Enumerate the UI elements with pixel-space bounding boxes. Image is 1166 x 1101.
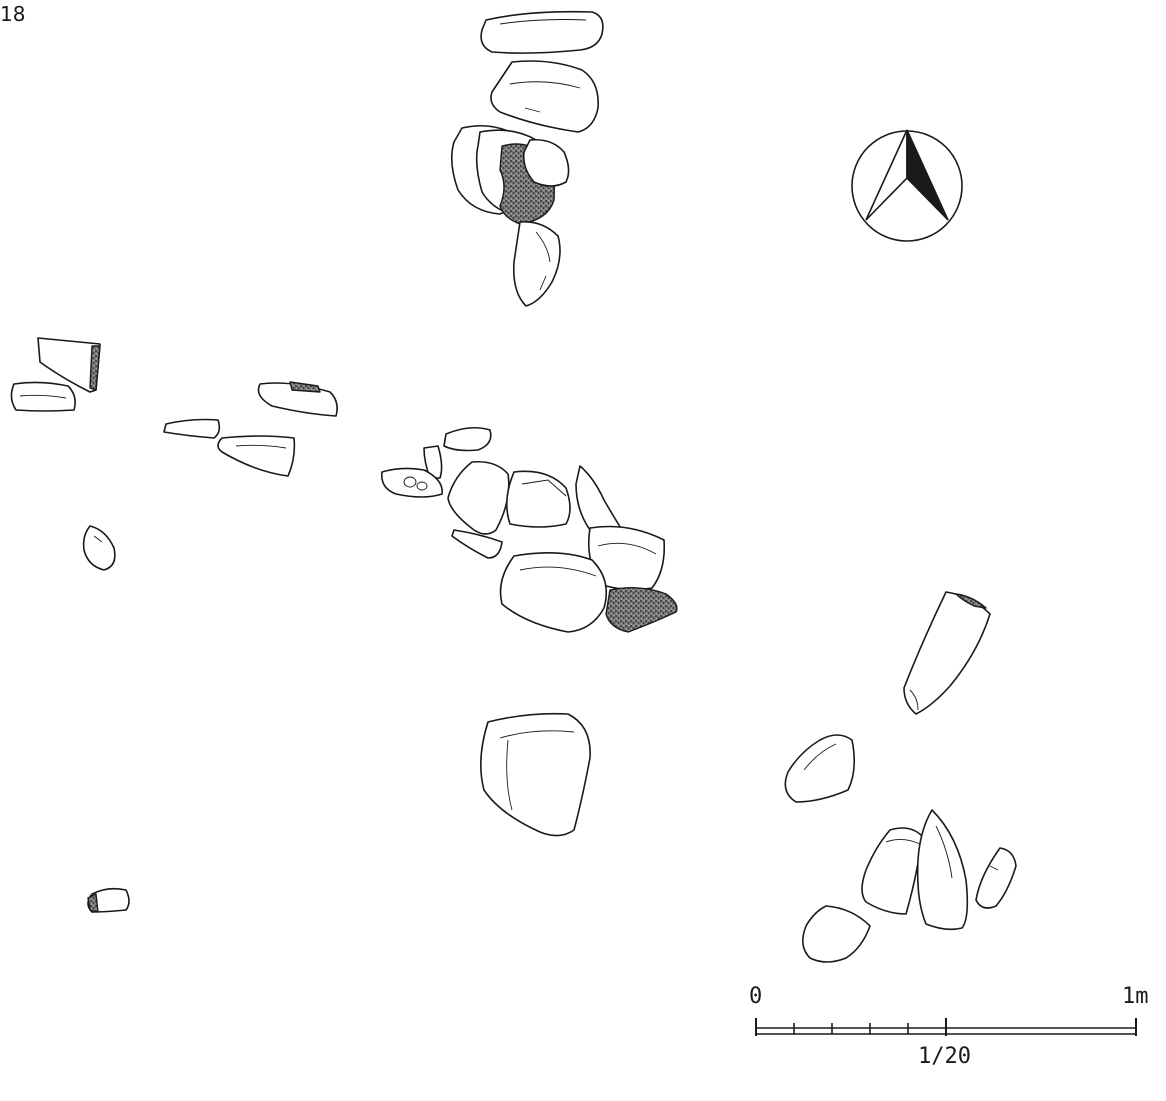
stone xyxy=(522,138,570,187)
stone-edge xyxy=(935,825,953,879)
stone xyxy=(82,525,116,571)
stone xyxy=(451,529,503,559)
burnt-stone xyxy=(955,593,987,609)
stone xyxy=(87,887,130,913)
stone-group-left xyxy=(10,337,338,913)
stone xyxy=(423,445,443,479)
stone-edge xyxy=(235,444,287,449)
stone-edge xyxy=(93,535,103,543)
stone-group-lower-center xyxy=(480,712,591,837)
stone xyxy=(217,435,296,477)
stone xyxy=(480,10,604,54)
stone-hollow xyxy=(416,481,428,491)
scale-ratio-label: 1/20 xyxy=(918,1044,971,1069)
stone xyxy=(499,552,608,633)
stone xyxy=(443,426,492,452)
stone-group-right xyxy=(784,591,1017,963)
burnt-stone xyxy=(89,345,101,391)
stone xyxy=(163,418,221,439)
stone-edge xyxy=(509,81,581,113)
burnt-stone xyxy=(87,893,99,913)
stone-edge xyxy=(597,542,657,555)
stone-hollow xyxy=(403,476,417,488)
stone xyxy=(975,847,1017,909)
stone-edge xyxy=(519,566,597,577)
scale-zero-label: 0 xyxy=(749,984,763,1009)
stone-edge xyxy=(909,689,919,711)
stone-edge xyxy=(989,865,999,871)
stone xyxy=(903,591,991,715)
stone xyxy=(784,734,856,803)
stone-group-top xyxy=(450,10,604,307)
stone xyxy=(380,467,443,498)
stone xyxy=(916,809,969,931)
stone xyxy=(490,60,599,133)
stone xyxy=(447,460,510,535)
stone xyxy=(802,905,871,963)
stone-edge xyxy=(19,394,67,399)
stone xyxy=(506,470,571,528)
stone-edge xyxy=(499,730,575,811)
stone xyxy=(37,337,101,393)
figure-number: 18 xyxy=(0,2,26,26)
stone xyxy=(512,220,561,307)
scale-bar xyxy=(755,1018,1137,1036)
stone xyxy=(10,381,76,412)
north-arrow-icon xyxy=(851,129,963,242)
stone-edge xyxy=(499,19,587,25)
stone-edge xyxy=(803,743,837,771)
stone xyxy=(480,712,591,837)
stone-group-center xyxy=(380,426,678,633)
burnt-stone xyxy=(605,587,678,633)
stone-edge xyxy=(885,839,921,845)
stone-edge xyxy=(535,231,551,291)
stone-edge xyxy=(521,479,567,497)
burnt-stone xyxy=(289,381,321,393)
stone xyxy=(861,827,923,915)
scale-end-label: 1m xyxy=(1122,984,1149,1009)
